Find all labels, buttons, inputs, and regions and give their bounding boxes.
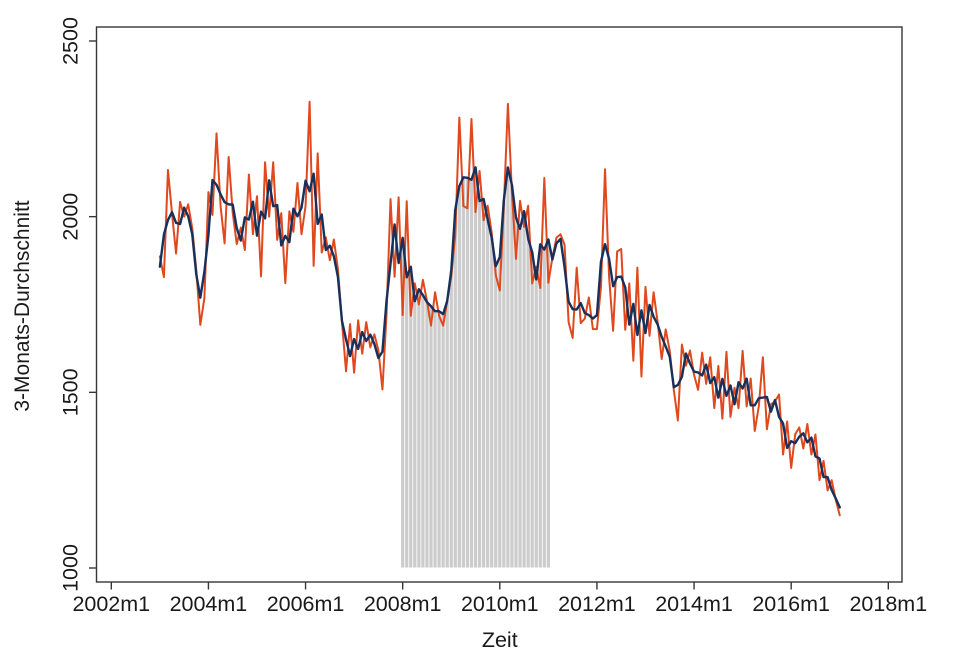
x-tick-label: 2012m1: [558, 592, 636, 616]
x-tick-label: 2010m1: [461, 592, 539, 616]
x-tick-label: 2018m1: [849, 592, 927, 616]
series-monthly-line: [158, 100, 841, 517]
x-tick-label: 2008m1: [364, 592, 442, 616]
x-tick-label: 2004m1: [170, 592, 248, 616]
x-tick-label: 2016m1: [752, 592, 830, 616]
y-axis: 1000 1500 2000 2500: [59, 17, 97, 592]
x-tick-label: 2014m1: [655, 592, 733, 616]
series-3month-average-line: [158, 166, 841, 509]
y-tick-label: 2500: [59, 17, 83, 65]
x-axis: 2002m1 2004m1 2006m1 2008m1 2010m1 2012m1 2014…: [72, 582, 927, 616]
y-axis-title: 3-Monats-Durchschnitt: [11, 200, 34, 411]
shaded-region-2008-2011: [401, 167, 550, 568]
x-axis-title: Zeit: [482, 628, 518, 652]
y-tick-label: 2000: [59, 193, 83, 241]
y-tick-label: 1000: [59, 544, 83, 592]
x-tick-label: 2006m1: [267, 592, 345, 616]
y-tick-label: 1500: [59, 368, 83, 416]
x-tick-label: 2002m1: [72, 592, 150, 616]
